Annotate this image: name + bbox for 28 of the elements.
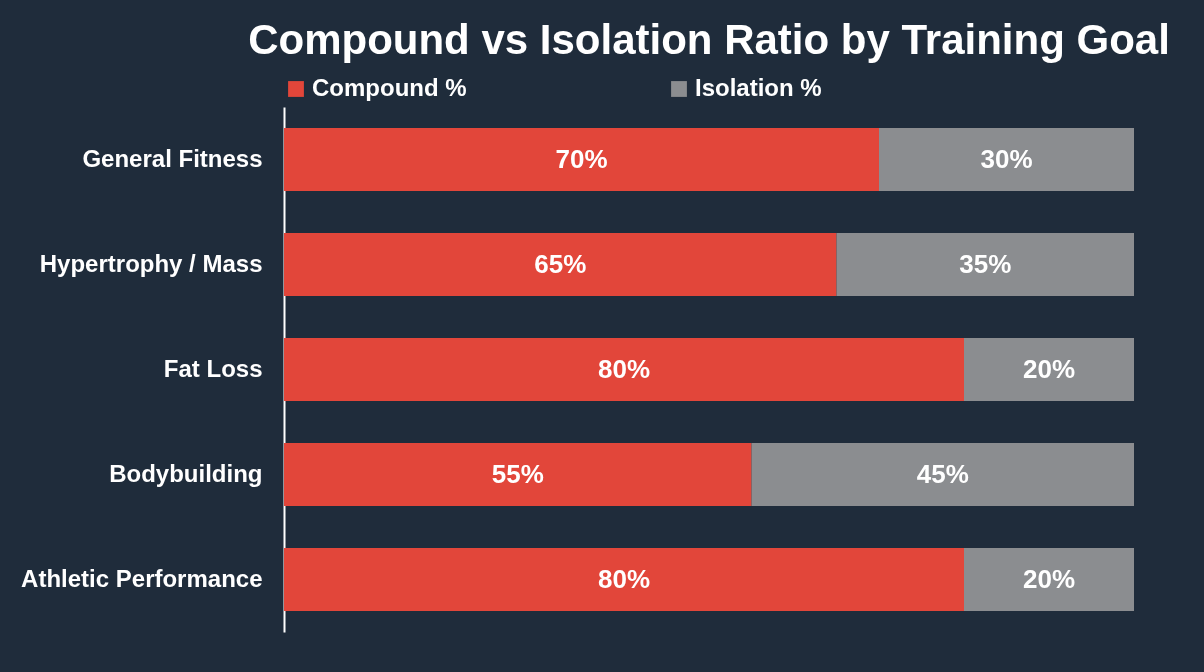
- y-tick-label: Fat Loss: [163, 354, 263, 382]
- data-label: 45%: [916, 458, 969, 489]
- bar: [284, 338, 964, 401]
- data-label: 80%: [597, 353, 651, 384]
- data-label: 20%: [1022, 353, 1076, 384]
- y-tick-label: Hypertrophy / Mass: [39, 249, 263, 277]
- chart-title: Compound vs Isolation Ratio by Training Goal: [248, 16, 1170, 63]
- bar: [879, 128, 1134, 191]
- y-tick-label: Athletic Performance: [21, 564, 263, 592]
- bar: [284, 128, 879, 191]
- data-label: 80%: [597, 563, 651, 594]
- bar: [284, 548, 964, 611]
- data-label: 35%: [959, 248, 1012, 279]
- data-label: 65%: [534, 248, 587, 279]
- data-label: 70%: [555, 143, 608, 174]
- data-label: 30%: [980, 143, 1033, 174]
- bar: [964, 338, 1134, 401]
- legend-label: Compound %: [312, 74, 467, 101]
- bar: [751, 443, 1134, 506]
- y-tick-label: Bodybuilding: [109, 459, 263, 487]
- data-label: 20%: [1022, 563, 1076, 594]
- bar: [284, 233, 837, 296]
- bar: [284, 443, 752, 506]
- bar: [964, 548, 1134, 611]
- y-tick-label: General Fitness: [82, 144, 263, 172]
- bar: [836, 233, 1134, 296]
- legend-label: Isolation %: [695, 74, 822, 101]
- data-label: 55%: [491, 458, 544, 489]
